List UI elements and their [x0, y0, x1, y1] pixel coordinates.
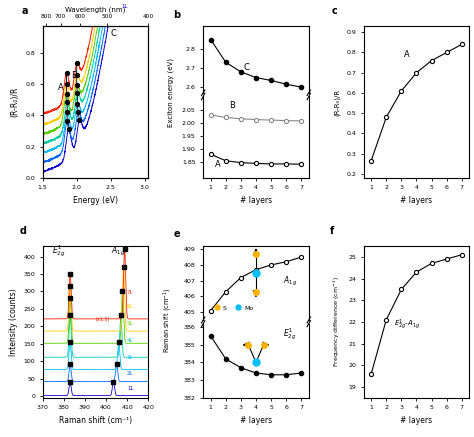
Y-axis label: Exciton energy (eV): Exciton energy (eV)	[167, 58, 173, 127]
Text: c: c	[332, 6, 338, 16]
Y-axis label: (R-R₀)/R: (R-R₀)/R	[334, 88, 341, 116]
Y-axis label: Frequency difference (cm$^{-1}$): Frequency difference (cm$^{-1}$)	[332, 277, 343, 368]
Text: d: d	[19, 226, 27, 236]
Text: $E_{2g}^{1}$: $E_{2g}^{1}$	[283, 326, 297, 342]
Text: 6L: 6L	[127, 304, 134, 309]
X-axis label: # layers: # layers	[240, 416, 272, 425]
Text: $E_{2g}^{1}$-$A_{1g}$: $E_{2g}^{1}$-$A_{1g}$	[394, 317, 420, 332]
Text: 2L: 2L	[127, 371, 134, 376]
Text: a: a	[21, 6, 28, 16]
Text: 7L: 7L	[127, 290, 134, 295]
Text: 1L: 1L	[127, 386, 134, 392]
Text: 4L: 4L	[127, 338, 134, 343]
Text: $A_{1g}$: $A_{1g}$	[283, 275, 297, 288]
X-axis label: # layers: # layers	[401, 196, 433, 205]
Text: 3L: 3L	[127, 355, 134, 361]
Y-axis label: (R-R₀)/R: (R-R₀)/R	[10, 87, 19, 117]
X-axis label: # layers: # layers	[240, 196, 272, 205]
Text: C: C	[111, 28, 117, 38]
Text: A: A	[58, 83, 64, 92]
Text: (x1.5): (x1.5)	[95, 317, 110, 322]
Text: 5L: 5L	[127, 321, 134, 326]
Text: B: B	[71, 71, 77, 80]
X-axis label: Energy (eV): Energy (eV)	[73, 196, 118, 205]
X-axis label: Wavelength (nm): Wavelength (nm)	[65, 7, 126, 13]
Text: e: e	[173, 229, 180, 239]
Text: f: f	[330, 226, 334, 236]
Text: C: C	[244, 63, 250, 72]
Y-axis label: Intensity (counts): Intensity (counts)	[9, 288, 18, 356]
X-axis label: # layers: # layers	[401, 416, 433, 425]
Text: $A_{1g}$: $A_{1g}$	[111, 245, 126, 258]
Text: S: S	[223, 306, 227, 311]
Text: 1L: 1L	[121, 4, 128, 9]
Text: B: B	[229, 101, 235, 110]
Text: Mo: Mo	[244, 306, 253, 311]
X-axis label: Raman shift (cm⁻¹): Raman shift (cm⁻¹)	[59, 416, 132, 425]
Y-axis label: Raman shift (cm$^{-1}$): Raman shift (cm$^{-1}$)	[161, 287, 173, 353]
Text: A: A	[404, 49, 410, 59]
Text: A: A	[215, 160, 221, 169]
Text: $E_{2g}^{1}$: $E_{2g}^{1}$	[52, 244, 65, 259]
Text: b: b	[173, 10, 181, 20]
